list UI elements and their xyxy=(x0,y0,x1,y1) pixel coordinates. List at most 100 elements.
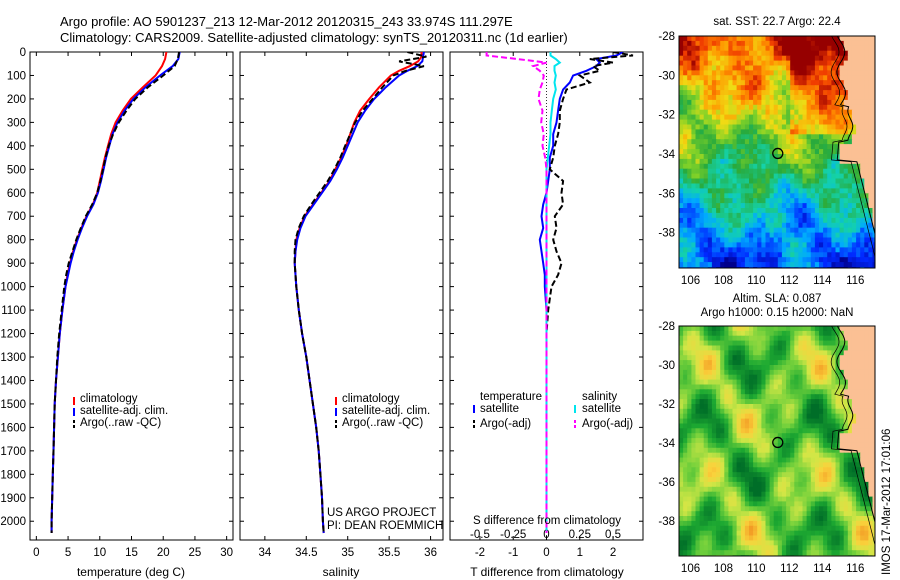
map-cell xyxy=(720,183,725,189)
map-cell xyxy=(749,109,754,116)
map-cell xyxy=(872,242,875,248)
map-cell xyxy=(777,340,783,347)
map-cell xyxy=(679,188,684,194)
map-cell xyxy=(819,516,824,522)
map-x-tick-label: 112 xyxy=(780,563,798,575)
map-cell xyxy=(707,516,713,522)
map-cell xyxy=(781,486,787,493)
map-cell xyxy=(868,178,874,184)
map-cell xyxy=(703,217,709,224)
map-cell xyxy=(761,516,767,522)
map-cell xyxy=(777,501,783,507)
map-cell xyxy=(707,496,713,503)
map-cell xyxy=(802,95,808,101)
map-cell xyxy=(831,154,837,160)
map-cell xyxy=(695,99,701,106)
map-cell xyxy=(679,50,684,57)
map-cell xyxy=(687,36,692,42)
map-cell xyxy=(777,399,783,405)
map-cell xyxy=(736,326,742,332)
map-cell xyxy=(810,384,816,390)
map-cell xyxy=(732,247,738,253)
map-cell xyxy=(716,399,721,405)
map-cell xyxy=(864,70,869,76)
map-cell xyxy=(687,413,692,420)
map-cell xyxy=(781,477,787,483)
map-cell xyxy=(802,486,808,493)
map-cell xyxy=(827,486,832,493)
map-cell xyxy=(798,257,804,263)
map-cell xyxy=(691,237,697,243)
map-cell xyxy=(695,472,701,478)
map-cell xyxy=(872,365,875,371)
map-cell xyxy=(835,232,841,239)
map-cell xyxy=(856,227,861,234)
map-cell xyxy=(769,109,775,116)
map-cell xyxy=(794,173,799,180)
map-cell xyxy=(699,50,705,57)
map-cell xyxy=(781,394,787,400)
map-cell xyxy=(761,550,767,556)
map-cell xyxy=(802,404,808,410)
map-cell xyxy=(761,212,767,219)
map-cell xyxy=(790,242,795,248)
map-cell xyxy=(810,90,816,96)
map-cell xyxy=(687,60,692,67)
map-cell xyxy=(794,104,799,111)
map-cell xyxy=(679,173,684,180)
map-cell xyxy=(864,369,869,376)
map-cell xyxy=(819,486,824,493)
map-cell xyxy=(683,335,688,342)
map-cell xyxy=(765,70,771,76)
map-cell xyxy=(753,242,758,248)
map-cell xyxy=(679,496,684,503)
legend-label: satellite xyxy=(582,403,621,415)
map-cell xyxy=(740,408,746,415)
map-cell xyxy=(786,452,791,459)
map-cell xyxy=(707,129,713,135)
map-cell xyxy=(872,550,875,556)
legend-label: Argo(..raw -QC) xyxy=(80,417,161,429)
map-cell xyxy=(872,511,875,517)
map-cell xyxy=(728,418,734,425)
map-cell xyxy=(868,433,874,439)
map-cell xyxy=(687,335,692,342)
temperature-axes xyxy=(29,51,234,541)
map-cell xyxy=(720,242,725,248)
map-cell xyxy=(728,222,734,229)
map-cell xyxy=(711,530,717,537)
map-cell xyxy=(769,360,775,366)
map-cell xyxy=(847,511,853,517)
map-cell xyxy=(810,139,816,145)
sst-map xyxy=(679,36,875,268)
map-cell xyxy=(814,525,820,532)
map-cell xyxy=(851,75,857,81)
map-cell xyxy=(823,114,828,121)
map-cell xyxy=(740,452,746,459)
map-cell xyxy=(740,193,746,199)
map-cell xyxy=(724,379,729,386)
map-cell xyxy=(839,149,845,155)
map-cell xyxy=(843,457,849,464)
map-cell xyxy=(757,109,762,116)
map-cell xyxy=(802,237,808,243)
map-cell xyxy=(781,335,787,342)
map-cell xyxy=(814,242,820,248)
map-cell xyxy=(749,545,754,551)
map-cell xyxy=(847,95,853,101)
map-cell xyxy=(851,442,857,449)
map-cell xyxy=(823,134,828,140)
map-cell xyxy=(687,404,692,410)
map-cell xyxy=(711,374,717,381)
map-cell xyxy=(711,496,717,503)
map-cell xyxy=(757,173,762,180)
map-cell xyxy=(831,413,837,420)
map-cell xyxy=(798,355,804,361)
map-cell xyxy=(790,257,795,263)
map-cell xyxy=(851,163,857,170)
map-cell xyxy=(769,384,775,390)
map-cell xyxy=(802,423,808,429)
map-cell xyxy=(732,365,738,371)
map-cell xyxy=(736,428,742,434)
map-cell xyxy=(839,129,845,135)
